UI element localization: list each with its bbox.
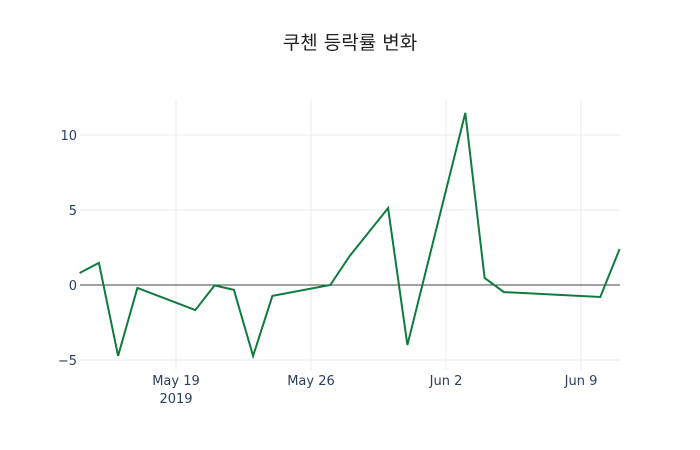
x-tick-label: May 19 bbox=[152, 374, 200, 389]
series-line bbox=[79, 112, 621, 360]
chart-title: 쿠첸 등락률 변화 bbox=[282, 32, 418, 54]
data-series bbox=[79, 112, 621, 360]
y-tick-label: 10 bbox=[60, 129, 77, 144]
x-tick-year-label: 2019 bbox=[159, 392, 192, 407]
x-tick-label: May 26 bbox=[287, 374, 335, 389]
x-tick-label: Jun 9 bbox=[564, 374, 598, 389]
x-tick-label: Jun 2 bbox=[429, 374, 463, 389]
y-axis-ticks: 10 5 0 −5 bbox=[58, 129, 77, 369]
y-tick-label: 5 bbox=[69, 204, 77, 219]
y-tick-label: 0 bbox=[69, 279, 77, 294]
x-axis-ticks: May 19 2019 May 26 Jun 2 Jun 9 bbox=[152, 374, 597, 407]
gridlines bbox=[80, 100, 620, 370]
y-tick-label: −5 bbox=[58, 354, 77, 369]
